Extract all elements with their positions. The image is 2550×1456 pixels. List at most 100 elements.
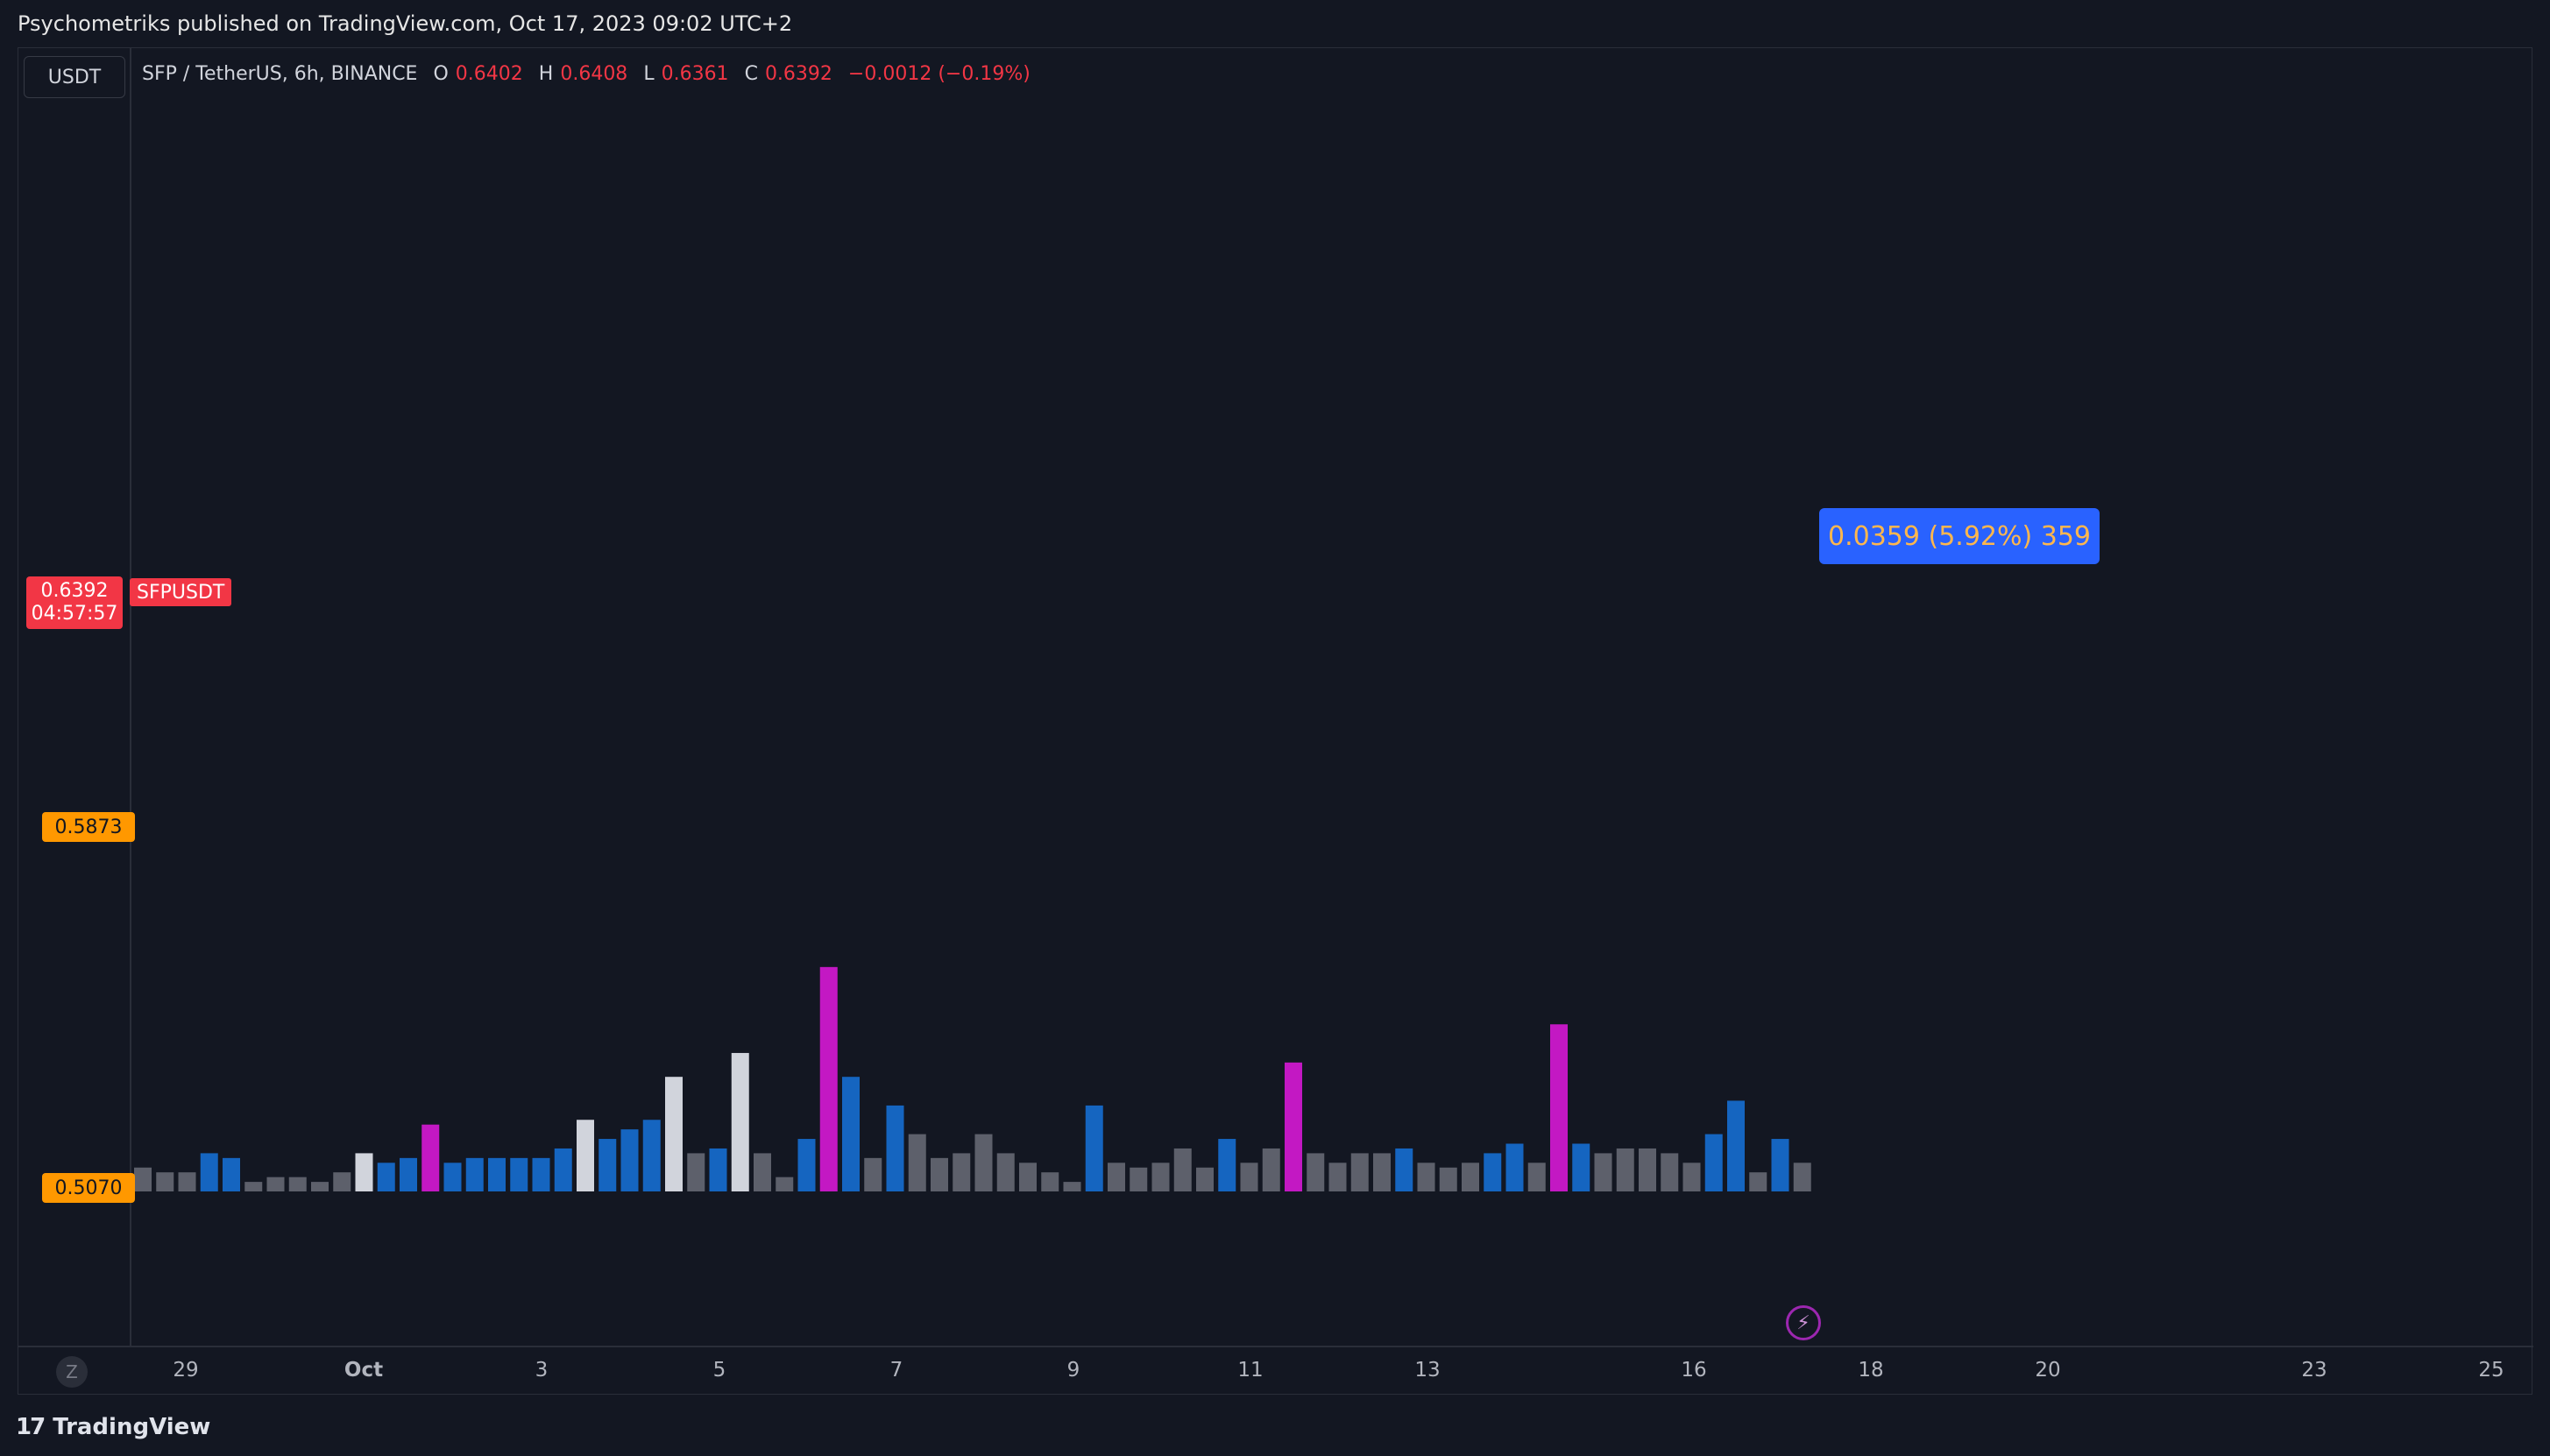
legend-low-label: L xyxy=(643,63,655,85)
time-tick-label: 29 xyxy=(173,1359,198,1382)
volume-bar xyxy=(1085,1105,1103,1191)
volume-bar xyxy=(908,1134,926,1191)
brand-name[interactable]: TradingView xyxy=(53,1414,211,1440)
time-tick-label: 11 xyxy=(1237,1359,1263,1382)
volume-bar xyxy=(400,1157,417,1191)
time-tick-label: 5 xyxy=(713,1359,726,1382)
volume-bar xyxy=(931,1157,948,1191)
volume-bar xyxy=(709,1148,727,1191)
current-price: 0.6392 xyxy=(40,580,109,602)
tradingview-logo-icon[interactable]: 17 xyxy=(16,1414,46,1440)
volume-bar xyxy=(819,966,838,1191)
publish-info: Psychometriks published on TradingView.c… xyxy=(18,11,793,36)
legend-high-label: H xyxy=(538,63,554,85)
volume-bar xyxy=(1173,1148,1192,1191)
time-tick-label: Oct xyxy=(344,1359,383,1382)
volume-bar xyxy=(1484,1153,1502,1191)
volume-bar xyxy=(1462,1163,1479,1191)
price-line-tag-1[interactable]: 0.5873 xyxy=(42,812,135,842)
volume-bar xyxy=(355,1153,373,1191)
volume-bar xyxy=(1661,1153,1679,1191)
volume-bar xyxy=(776,1177,794,1191)
volume-bar xyxy=(1350,1153,1369,1191)
volume-bar xyxy=(1130,1167,1148,1191)
volume-bar xyxy=(288,1177,307,1191)
volume-bar xyxy=(1307,1153,1325,1191)
volume-bar xyxy=(1108,1163,1125,1191)
time-tick-label: 20 xyxy=(2035,1359,2060,1382)
volume-bar xyxy=(1594,1153,1612,1191)
volume-bar xyxy=(665,1077,683,1191)
volume-bar xyxy=(1704,1134,1723,1191)
volume-bar xyxy=(1262,1148,1280,1191)
volume-bar xyxy=(842,1077,860,1191)
currency-button[interactable]: USDT xyxy=(24,56,125,98)
time-tick-label: 9 xyxy=(1067,1359,1080,1382)
current-price-tag: 0.6392 04:57:57 xyxy=(26,576,123,629)
timezone-button[interactable]: Z xyxy=(56,1356,88,1388)
volume-bar xyxy=(1682,1163,1701,1191)
legend-high-value: 0.6408 xyxy=(560,63,628,85)
volume-bar xyxy=(532,1157,550,1191)
volume-bar xyxy=(1041,1172,1059,1191)
volume-bar xyxy=(1749,1172,1767,1191)
volume-bar xyxy=(797,1139,816,1191)
time-tick-label: 7 xyxy=(890,1359,903,1382)
volume-bar xyxy=(244,1182,263,1191)
volume-bar xyxy=(156,1172,174,1191)
volume-bar xyxy=(134,1167,152,1191)
lightning-icon[interactable]: ⚡ xyxy=(1786,1305,1821,1340)
volume-bar xyxy=(333,1172,351,1191)
volume-bar xyxy=(178,1172,196,1191)
volume-bar xyxy=(599,1139,617,1191)
volume-bar xyxy=(1505,1143,1524,1191)
volume-bar xyxy=(1218,1139,1236,1191)
price-range-measure[interactable]: 0.0359 (5.92%) 359 xyxy=(1819,508,2100,564)
volume-bar xyxy=(1439,1167,1457,1191)
volume-bar xyxy=(754,1153,771,1191)
volume-bar xyxy=(1395,1148,1413,1191)
legend-open-label: O xyxy=(433,63,449,85)
chart-pane[interactable]: 0.74000.72000.70000.68000.66000.62000.60… xyxy=(18,47,2533,1396)
volume-bar xyxy=(1019,1163,1037,1191)
volume-bar xyxy=(311,1182,329,1191)
volume-bar xyxy=(1793,1163,1811,1191)
volume-bar xyxy=(465,1157,484,1191)
volume-bar xyxy=(1373,1153,1391,1191)
volume-bar xyxy=(1639,1148,1656,1191)
volume-bar xyxy=(443,1163,462,1191)
volume-bar xyxy=(864,1157,882,1191)
legend-symbol[interactable]: SFP / TetherUS, 6h, BINANCE xyxy=(142,63,418,85)
volume-bar xyxy=(1285,1062,1302,1191)
volume-bar xyxy=(200,1153,218,1191)
price-line-tag-2[interactable]: 0.5070 xyxy=(42,1173,135,1203)
volume-bar xyxy=(266,1177,285,1191)
volume-bar xyxy=(1771,1139,1789,1191)
time-tick-label: 25 xyxy=(2478,1359,2504,1382)
legend-close-label: C xyxy=(744,63,758,85)
volume-bar xyxy=(687,1153,705,1191)
volume-bar xyxy=(1328,1163,1347,1191)
volume-bar xyxy=(1550,1024,1568,1191)
volume-bar xyxy=(620,1129,639,1191)
volume-bar xyxy=(731,1052,749,1191)
volume-bar xyxy=(1572,1143,1590,1191)
volume-bar xyxy=(1417,1163,1435,1191)
volume-bar xyxy=(953,1153,971,1191)
volume-bar xyxy=(1196,1167,1214,1191)
footer: 17 TradingView xyxy=(0,1398,2550,1456)
time-tick-label: 18 xyxy=(1858,1359,1883,1382)
time-tick-label: 13 xyxy=(1414,1359,1440,1382)
volume-bar xyxy=(974,1134,993,1191)
volume-bar xyxy=(996,1153,1015,1191)
volume-bar xyxy=(510,1157,528,1191)
volume-bar xyxy=(488,1157,506,1191)
volume-bar xyxy=(886,1105,904,1191)
chart-canvas[interactable]: 0.74000.72000.70000.68000.66000.62000.60… xyxy=(18,48,2533,1396)
volume-bar xyxy=(1240,1163,1258,1191)
legend-open-value: 0.6402 xyxy=(455,63,523,85)
symbol-price-tag: SFPUSDT xyxy=(130,578,232,606)
volume-bar xyxy=(577,1120,594,1191)
volume-bar xyxy=(554,1148,572,1191)
legend-low-value: 0.6361 xyxy=(661,63,729,85)
